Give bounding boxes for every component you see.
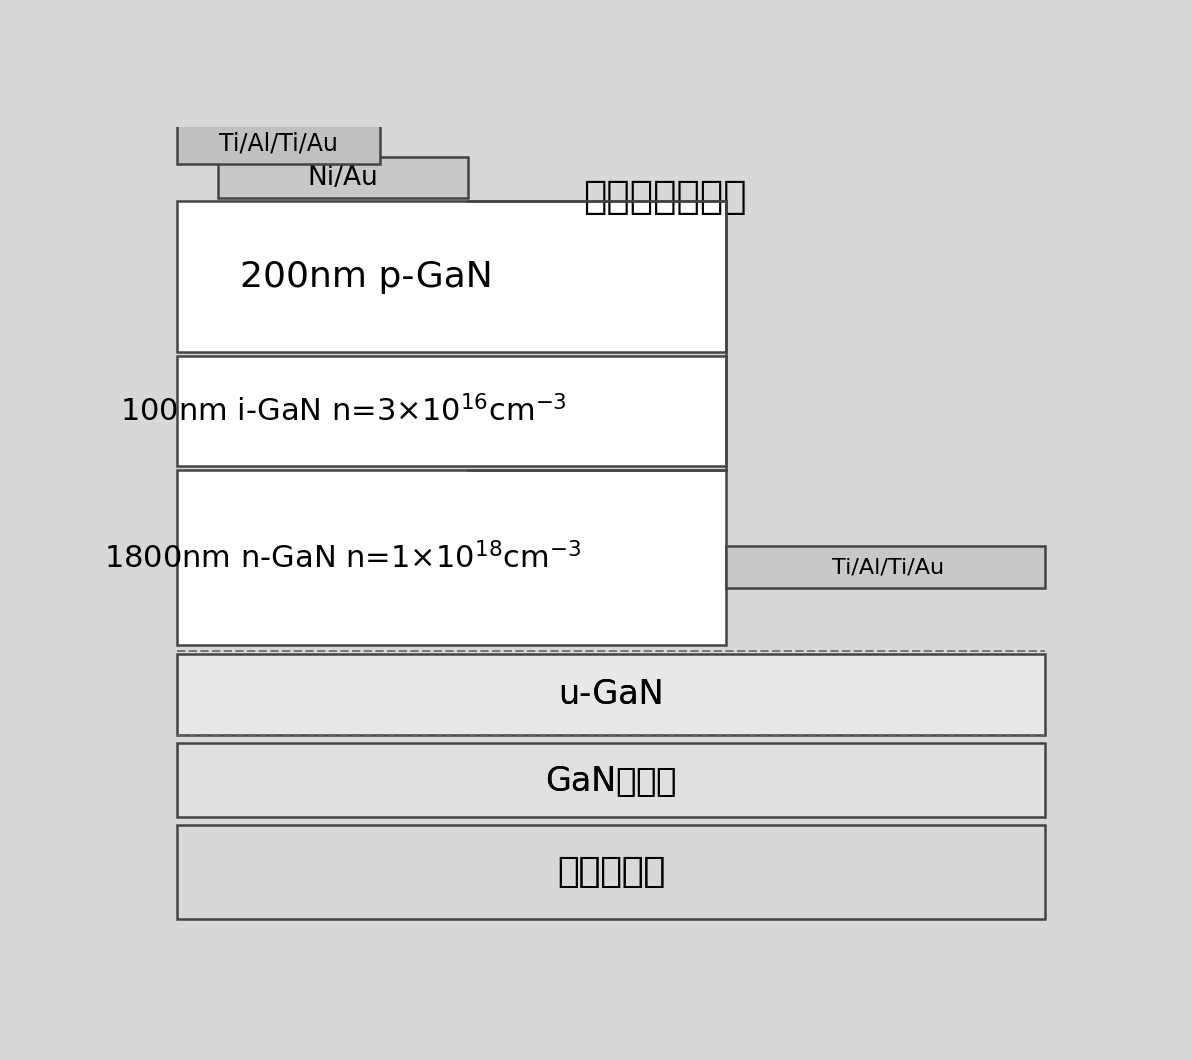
Text: 200nm p-GaN: 200nm p-GaN — [240, 260, 492, 294]
Text: u-GaN: u-GaN — [558, 678, 664, 711]
Text: 100nm i-GaN n=3$\times$10$^{16}$cm$^{-3}$: 100nm i-GaN n=3$\times$10$^{16}$cm$^{-3}… — [119, 395, 566, 427]
Text: 蓝宝石衬底: 蓝宝石衬底 — [557, 855, 665, 889]
Text: 1800nm n-GaN n=1$\times$10$^{18}$cm$^{-3}$: 1800nm n-GaN n=1$\times$10$^{18}$cm$^{-3… — [105, 542, 582, 575]
Bar — [176, 123, 380, 164]
Text: GaN缓冲层: GaN缓冲层 — [545, 763, 677, 797]
Bar — [176, 743, 1045, 817]
Text: Ni/Au: Ni/Au — [308, 164, 378, 191]
Bar — [176, 356, 726, 466]
Bar — [176, 470, 726, 646]
Text: GaN缓冲层: GaN缓冲层 — [545, 763, 677, 797]
Text: Ti/Al/Ti/Au: Ti/Al/Ti/Au — [832, 558, 944, 577]
Bar — [176, 825, 1045, 919]
Bar — [176, 200, 726, 352]
Text: 二氧化硅钝化层: 二氧化硅钝化层 — [583, 178, 747, 215]
Text: u-GaN: u-GaN — [558, 678, 664, 711]
Bar — [176, 654, 1045, 736]
Text: Ti/Al/Ti/Au: Ti/Al/Ti/Au — [219, 131, 337, 156]
Text: 蓝宝石衬底: 蓝宝石衬底 — [557, 855, 665, 889]
Bar — [726, 546, 1045, 588]
Bar — [218, 157, 467, 198]
